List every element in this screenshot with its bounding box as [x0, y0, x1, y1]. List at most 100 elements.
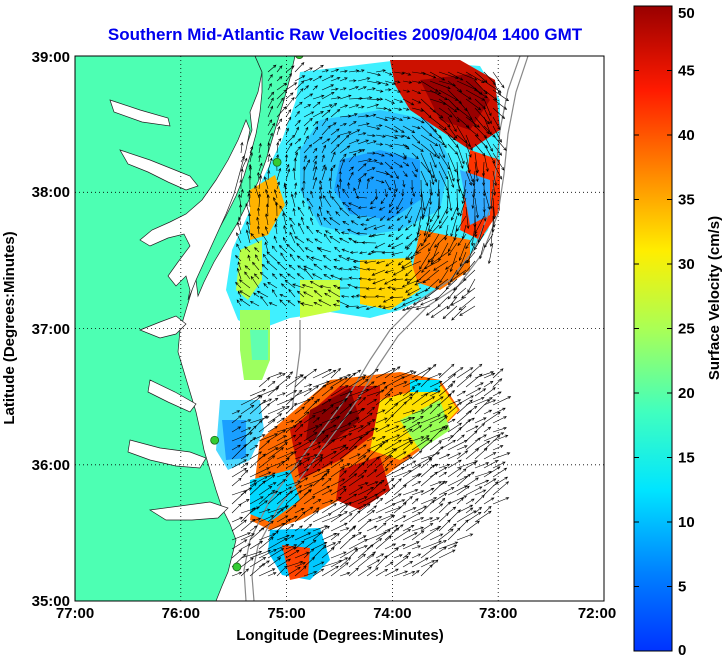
velocity-arrow: [339, 158, 345, 172]
velocity-arrow: [249, 527, 265, 541]
velocity-arrow: [258, 515, 275, 523]
velocity-arrow: [366, 469, 378, 478]
velocity-arrow: [267, 281, 278, 289]
velocity-arrow: [474, 98, 486, 110]
velocity-arrow: [321, 144, 326, 154]
velocity-arrow: [366, 159, 378, 163]
velocity-arrow: [283, 236, 287, 244]
velocity-arrow: [339, 534, 356, 550]
velocity-arrow: [339, 398, 347, 406]
velocity-arrow: [375, 116, 389, 122]
velocity-arrow: [384, 403, 399, 415]
velocity-arrow: [366, 496, 380, 505]
velocity-arrow: [402, 378, 419, 388]
velocity-arrow: [420, 170, 428, 187]
velocity-arrow: [308, 205, 314, 217]
velocity-arrow: [447, 418, 456, 424]
velocity-arrow: [330, 143, 340, 154]
velocity-arrow: [303, 432, 318, 442]
velocity-arrow: [267, 142, 271, 154]
velocity-arrow: [357, 427, 375, 442]
velocity-arrow: [447, 401, 463, 415]
velocity-arrow: [384, 116, 396, 121]
velocity-arrow: [366, 97, 381, 102]
velocity-arrow: [429, 188, 433, 206]
velocity-arrow: [279, 273, 287, 280]
velocity-arrow: [249, 467, 270, 478]
velocity-arrow: [340, 231, 350, 235]
velocity-arrow: [384, 425, 400, 433]
velocity-arrow: [420, 161, 435, 179]
velocity-arrow: [271, 273, 278, 280]
velocity-arrow: [365, 305, 377, 310]
velocity-arrow: [303, 396, 315, 406]
velocity-arrow: [250, 232, 260, 244]
velocity-arrow: [411, 530, 425, 541]
velocity-arrow: [429, 116, 448, 131]
velocity-arrow: [348, 475, 365, 487]
velocity-arrow: [330, 77, 341, 82]
velocity-arrow: [303, 456, 324, 469]
velocity-arrow: [310, 217, 314, 226]
velocity-arrow: [433, 260, 449, 271]
velocity-arrow: [483, 505, 492, 514]
velocity-arrow: [401, 305, 422, 312]
velocity-arrow: [292, 283, 305, 289]
velocity-arrow: [411, 170, 417, 178]
velocity-arrow: [294, 468, 310, 478]
velocity-arrow: [492, 391, 502, 397]
velocity-arrow: [384, 493, 402, 505]
y-tick-label: 35:00: [32, 593, 70, 610]
velocity-arrow: [312, 445, 322, 451]
velocity-arrow: [294, 562, 306, 568]
velocity-arrow: [231, 432, 253, 442]
velocity-arrow: [339, 425, 357, 433]
velocity-arrow: [365, 287, 377, 291]
velocity-arrow: [339, 403, 353, 415]
velocity-arrow: [322, 195, 332, 208]
velocity-arrow: [366, 444, 383, 460]
velocity-arrow: [438, 406, 453, 415]
velocity-arrow: [240, 168, 244, 181]
velocity-arrow: [379, 215, 386, 221]
velocity-arrow: [339, 445, 358, 460]
velocity-arrow: [375, 386, 388, 397]
velocity-arrow: [294, 525, 303, 532]
velocity-arrow: [411, 107, 425, 112]
velocity-arrow: [439, 269, 449, 284]
velocity-arrow: [324, 292, 332, 298]
velocity-arrow: [447, 161, 455, 182]
velocity-arrow: [366, 267, 377, 271]
velocity-arrow: [267, 406, 286, 415]
velocity-arrow: [253, 292, 260, 298]
velocity-arrow: [289, 253, 296, 262]
velocity-arrow: [347, 283, 359, 289]
velocity-arrow: [321, 109, 331, 118]
velocity-arrow: [294, 236, 305, 244]
velocity-arrow: [276, 405, 290, 415]
velocity-arrow: [357, 385, 378, 397]
velocity-arrow: [249, 145, 253, 154]
velocity-arrow: [474, 399, 491, 415]
velocity-arrow: [409, 197, 413, 206]
velocity-arrow: [296, 290, 305, 298]
velocity-arrow: [240, 479, 257, 487]
velocity-arrow: [302, 165, 306, 181]
velocity-arrow: [357, 173, 367, 181]
velocity-arrow: [456, 533, 474, 541]
velocity-arrow: [321, 398, 332, 406]
velocity-arrow: [456, 170, 461, 193]
velocity-arrow: [393, 451, 407, 460]
velocity-arrow: [420, 517, 434, 523]
velocity-arrow: [393, 456, 413, 469]
velocity-arrow: [393, 544, 406, 550]
velocity-arrow: [339, 463, 351, 469]
velocity-arrow: [249, 399, 267, 415]
velocity-arrow: [348, 121, 357, 127]
velocity-arrow: [402, 437, 412, 442]
velocity-arrow: [276, 181, 280, 190]
velocity-arrow: [429, 425, 446, 442]
velocity-arrow: [312, 64, 324, 73]
velocity-arrow: [312, 454, 324, 460]
velocity-arrow: [474, 422, 486, 433]
